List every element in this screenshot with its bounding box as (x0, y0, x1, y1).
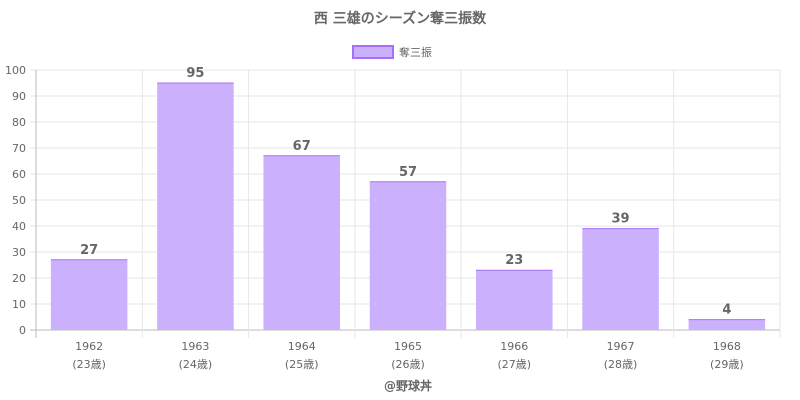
x-tick-label: 1962 (75, 340, 103, 353)
bar-1965 (369, 181, 447, 330)
x-tick-sublabel: (26歳) (391, 358, 425, 371)
x-tick-label: 1965 (394, 340, 422, 353)
x-tick-label: 1968 (713, 340, 741, 353)
x-tick-sublabel: (29歳) (710, 358, 744, 371)
bar-1963 (157, 83, 234, 330)
y-tick-label: 90 (12, 90, 26, 103)
x-tick-sublabel: (24歳) (179, 358, 213, 371)
data-label-1968: 4 (722, 303, 731, 318)
y-tick-label: 30 (12, 246, 26, 259)
x-tick-sublabel: (23歳) (72, 358, 106, 371)
x-tick-label: 1966 (500, 340, 528, 353)
y-tick-label: 0 (19, 324, 26, 337)
y-axis: 0 10 20 30 40 50 60 70 80 90 100 (5, 64, 26, 337)
data-label-1967: 39 (612, 212, 630, 227)
data-label-1962: 27 (80, 243, 98, 258)
x-tick-sublabel: (28歳) (604, 358, 638, 371)
bar-1966 (476, 270, 553, 330)
y-tick-label: 60 (12, 168, 26, 181)
data-label-1965: 57 (399, 165, 417, 180)
bar-1964 (263, 155, 340, 330)
y-tick-label: 40 (12, 220, 26, 233)
y-tick-label: 80 (12, 116, 26, 129)
x-tick-sublabel: (27歳) (497, 358, 531, 371)
y-tick-label: 10 (12, 298, 26, 311)
bar-1967 (582, 228, 659, 330)
data-label-1966: 23 (505, 253, 523, 268)
bar-1962 (50, 259, 128, 330)
y-tick-label: 20 (12, 272, 26, 285)
chart-title: 西 三雄のシーズン奪三振数 (314, 10, 487, 27)
x-tick-sublabel: (25歳) (285, 358, 319, 371)
data-label-1964: 67 (293, 139, 311, 154)
legend-swatch (352, 45, 394, 59)
x-tick-label: 1967 (607, 340, 635, 353)
x-tick-label: 1963 (181, 340, 209, 353)
bar-1968 (688, 319, 766, 330)
y-tick-label: 100 (5, 64, 26, 77)
bars: 27 95 67 57 23 39 4 (50, 66, 766, 330)
legend-label: 奪三振 (399, 45, 432, 59)
credit-label: @野球丼 (384, 378, 432, 393)
x-tick-label: 1964 (288, 340, 316, 353)
data-label-1963: 95 (186, 66, 204, 81)
legend: 奪三振 (352, 45, 432, 59)
y-tick-label: 70 (12, 142, 26, 155)
y-tick-label: 50 (12, 194, 26, 207)
x-axis: 1962 (23歳) 1963 (24歳) 1964 (25歳) 1965 (26歳) 1966… (72, 340, 743, 371)
